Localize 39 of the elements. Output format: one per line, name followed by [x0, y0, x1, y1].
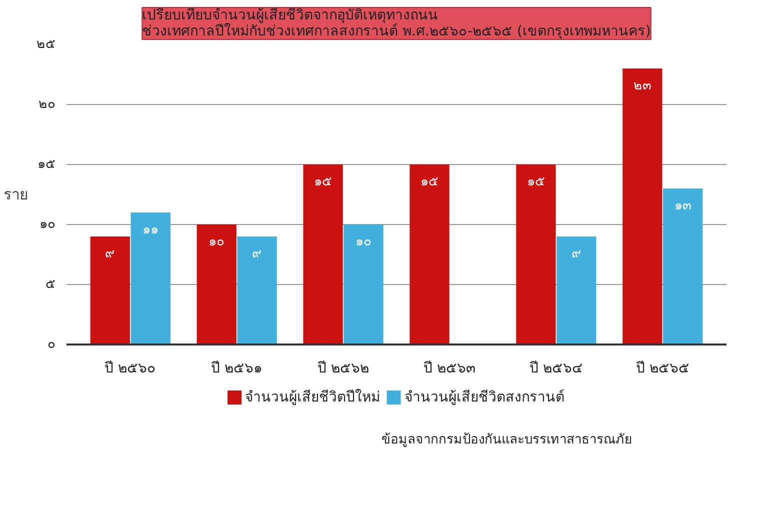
bar — [237, 236, 277, 344]
y-tick-label: ๒๕ — [36, 37, 56, 52]
data-label: ๑๕ — [526, 174, 545, 190]
bar — [303, 164, 343, 344]
data-label: ๑๕ — [314, 174, 332, 190]
bar — [196, 224, 236, 344]
y-tick-label: ๑๕ — [38, 157, 56, 172]
bar — [663, 188, 703, 344]
y-tick-label: ๕ — [46, 277, 56, 292]
bar — [556, 236, 596, 344]
data-label: ๑๕ — [420, 174, 438, 190]
bar — [90, 236, 130, 344]
y-tick-label: ๑๐ — [40, 217, 56, 232]
x-tick-label: ปี ๒๕๖๔ — [529, 360, 583, 376]
bar — [516, 164, 556, 344]
chart-title: เปรียบเทียบจำนวนผู้เสียชีวิตจากอุบัติเหตุทางถนน ช่วงเทศกาลปีใหม่กับช่วงเทศกาลสงกรานต์ พ.ศ.๒๕๖๐-๒๕๖๕ (เขตกรุงเทพมหานคร) — [142, 8, 651, 40]
bar — [344, 224, 384, 344]
data-label: ๙ — [252, 246, 262, 262]
y-tick-label: ๐ — [48, 337, 56, 352]
y-tick-label: ๒๐ — [38, 97, 56, 112]
x-tick-label: ปี ๒๕๖๒ — [318, 360, 369, 376]
data-label: ๙ — [571, 246, 582, 262]
data-label: ๑๐ — [356, 234, 372, 250]
x-tick-label: ปี ๒๕๖๕ — [636, 360, 690, 376]
data-label: ๒๓ — [633, 78, 652, 94]
data-label: ๑๓ — [674, 198, 692, 214]
data-label: ๑๐ — [208, 234, 225, 250]
x-tick-label: ปี ๒๕๖๐ — [104, 360, 156, 376]
legend-label: จำนวนผู้เสียชีวิตปีใหม่ — [245, 388, 380, 406]
y-axis-title: ราย — [4, 186, 28, 204]
legend-label: จำนวนผู้เสียชีวิตสงกรานต์ — [404, 388, 564, 406]
bar — [410, 164, 450, 344]
bar — [130, 212, 170, 344]
text: ข้อมูลจากกรมป้องกันและบรรเทาสาธารณภัย — [382, 432, 633, 448]
x-tick-label: ปี ๒๕๖๓ — [424, 360, 476, 376]
x-tick-label: ปี ๒๕๖๑ — [211, 360, 263, 376]
data-label: ๑๑ — [142, 222, 159, 238]
bar — [622, 68, 662, 344]
data-label: ๙ — [105, 246, 116, 262]
